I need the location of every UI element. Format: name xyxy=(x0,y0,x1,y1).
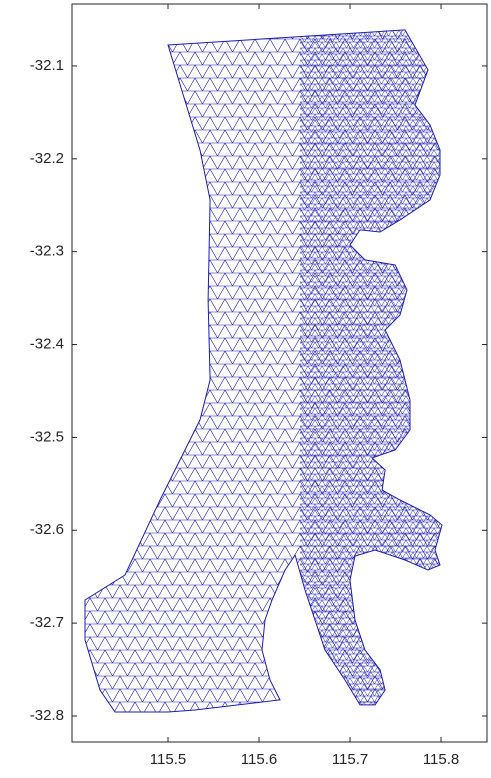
x-tick-label: 115.8 xyxy=(423,751,459,768)
y-tick-label: -32.4 xyxy=(30,336,64,353)
mesh-boundary xyxy=(84,29,443,713)
x-tick-label: 115.5 xyxy=(150,751,186,768)
mesh-coarse xyxy=(85,29,442,712)
mesh-fine xyxy=(300,29,442,712)
y-tick-label: -32.5 xyxy=(30,428,64,445)
y-tick-label: -32.3 xyxy=(30,243,64,260)
y-tick-label: -32.6 xyxy=(30,521,64,538)
y-tick-label: -32.8 xyxy=(30,707,64,724)
x-tick-label: 115.6 xyxy=(241,751,277,768)
y-tick-label: -32.1 xyxy=(30,57,64,74)
y-tick-label: -32.2 xyxy=(30,150,64,167)
x-tick-label: 115.7 xyxy=(332,751,368,768)
axes-frame xyxy=(71,3,488,743)
y-tick-label: -32.7 xyxy=(30,614,64,631)
